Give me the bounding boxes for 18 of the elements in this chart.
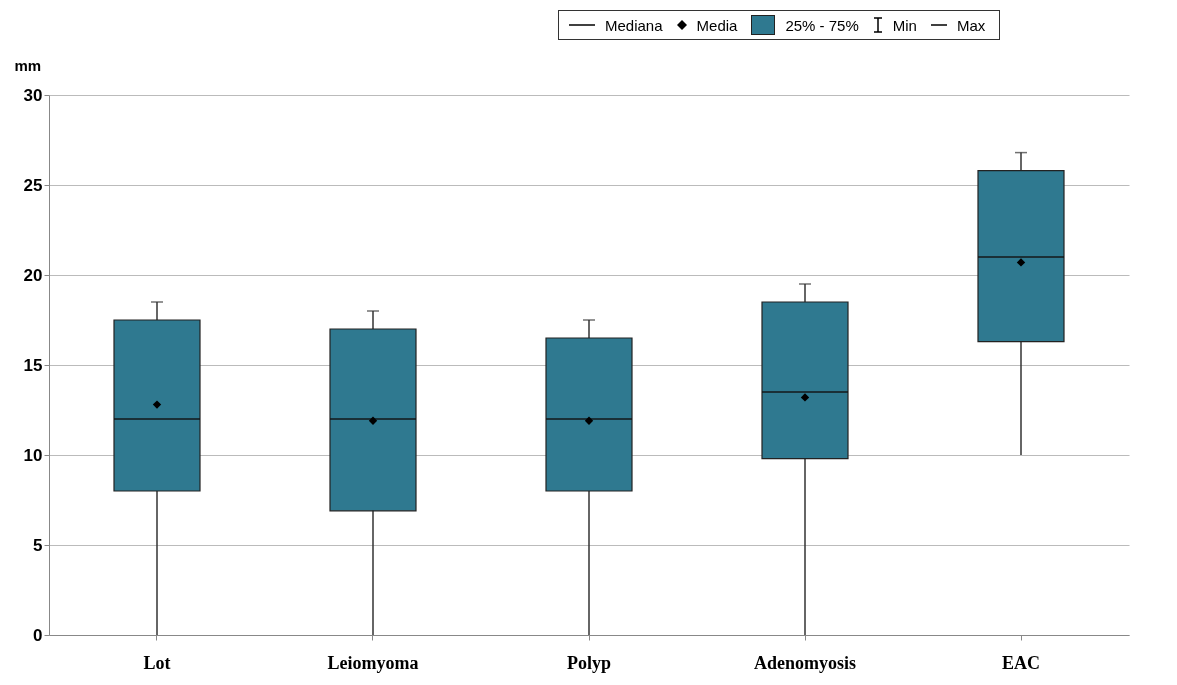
x-tick-label: Lot xyxy=(143,652,171,673)
y-tick-label: 25 xyxy=(23,175,43,195)
x-tick-label: EAC xyxy=(1001,652,1041,673)
y-axis-title: mm xyxy=(14,56,42,74)
x-tick-label: Adenomyosis xyxy=(753,652,857,673)
text: 25% - 75% xyxy=(785,16,859,34)
y-tick-label: 10 xyxy=(23,445,43,465)
x-tick-label: Polyp xyxy=(566,652,612,673)
text: Min xyxy=(892,16,917,34)
x-tick-label: Leiomyoma xyxy=(327,652,419,673)
y-tick-label: 20 xyxy=(23,265,43,285)
text: Media xyxy=(696,16,738,34)
y-tick-label: 30 xyxy=(23,85,43,105)
y-tick-label: 15 xyxy=(23,355,43,375)
y-tick-label: 5 xyxy=(33,535,43,555)
text: Mediana xyxy=(605,16,663,34)
text: Max xyxy=(956,16,986,34)
y-tick-label: 0 xyxy=(33,625,43,645)
